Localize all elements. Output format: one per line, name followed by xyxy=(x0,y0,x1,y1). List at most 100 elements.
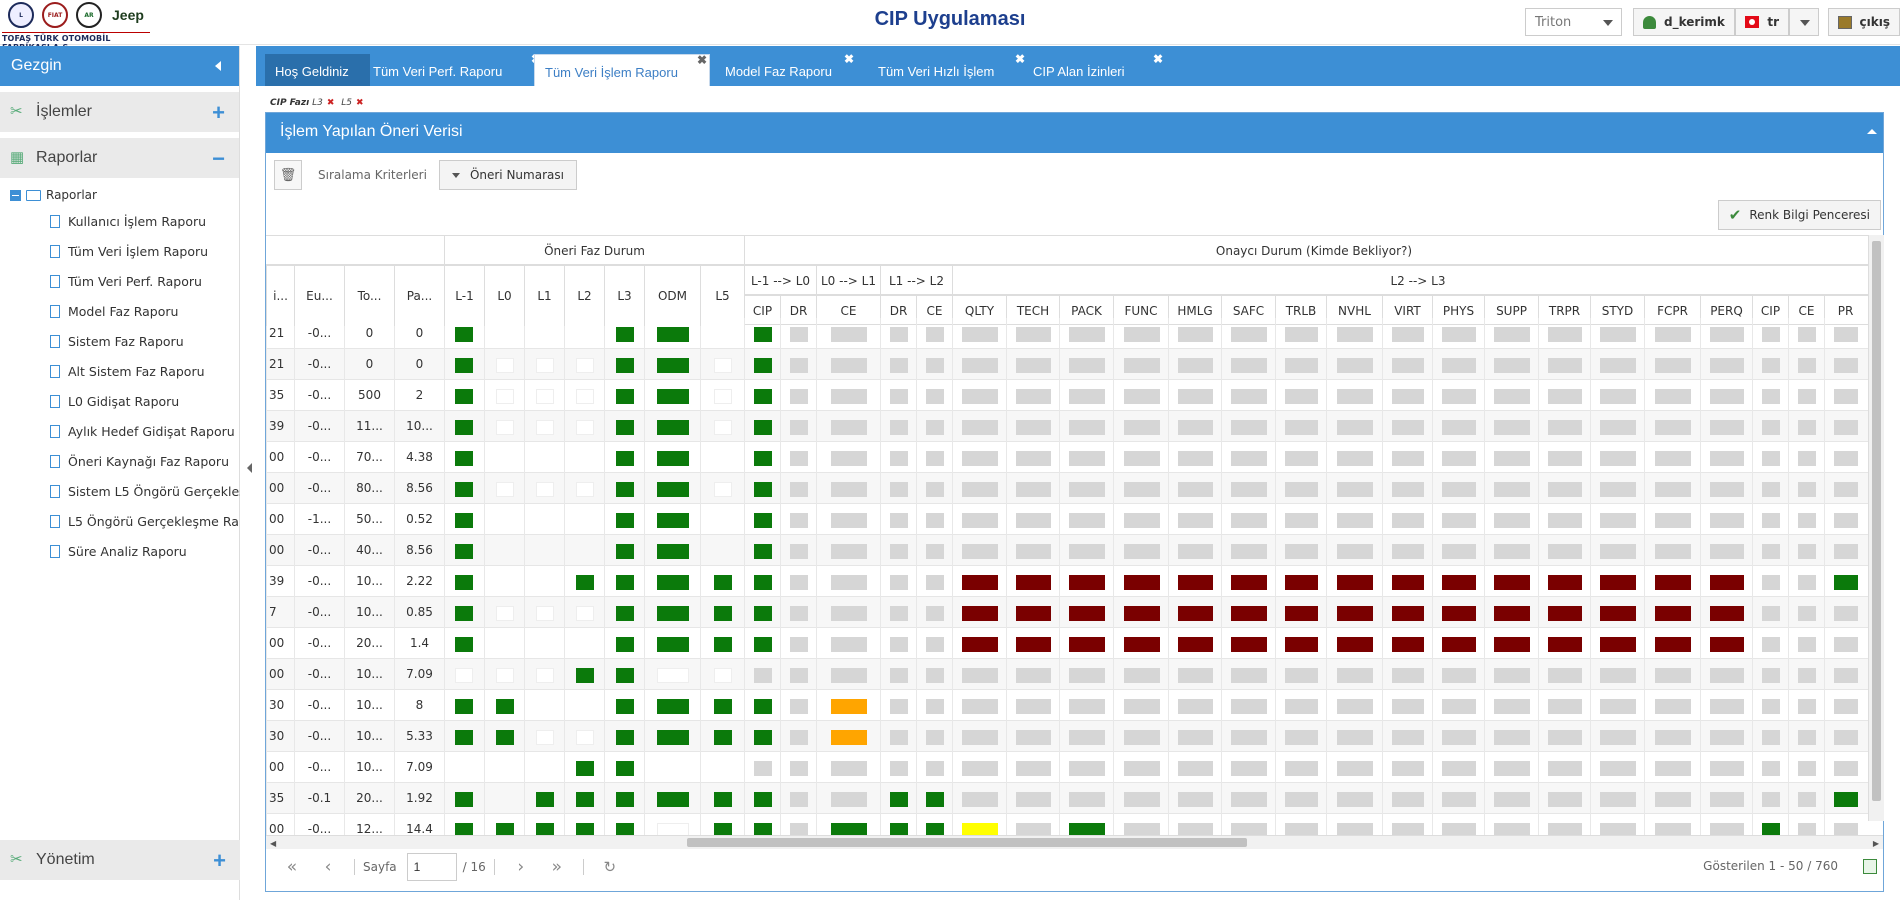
close-icon[interactable]: ✖ xyxy=(1152,52,1163,66)
column-header[interactable]: CE xyxy=(916,296,952,326)
language-dropdown-toggle[interactable] xyxy=(1789,8,1819,36)
column-header[interactable]: CE xyxy=(1788,296,1824,326)
trash-icon[interactable]: 🗑 xyxy=(274,160,302,190)
tab-4[interactable]: Tüm Veri Hızlı İşlem ✖ xyxy=(868,52,1025,86)
column-header[interactable]: HMLG xyxy=(1168,296,1221,326)
column-header[interactable]: Pa... xyxy=(394,266,444,326)
table-row[interactable]: 00 -0... 80... 8.56 xyxy=(266,473,1883,504)
column-header[interactable]: NVHL xyxy=(1326,296,1382,326)
column-header[interactable]: PERQ xyxy=(1700,296,1752,326)
column-header[interactable]: SUPP xyxy=(1484,296,1538,326)
column-header[interactable]: VIRT xyxy=(1382,296,1432,326)
accordion-yonetim[interactable]: ✂ Yönetim + xyxy=(0,840,240,880)
column-header[interactable]: Eu... xyxy=(294,266,344,326)
table-row[interactable]: 21 -0... 0 0 xyxy=(266,349,1883,380)
table-row[interactable]: 00 -0... 10... 7.09 xyxy=(266,752,1883,783)
color-info-button[interactable]: ✔ Renk Bilgi Penceresi xyxy=(1717,200,1881,230)
user-button[interactable]: d_kerimk xyxy=(1633,8,1735,36)
remove-filter-icon[interactable]: ✖ xyxy=(326,98,335,108)
column-header[interactable]: STYD xyxy=(1590,296,1644,326)
last-page-icon[interactable]: » xyxy=(551,857,562,877)
column-header[interactable]: CE xyxy=(816,296,880,326)
collapse-panel-icon[interactable] xyxy=(1867,129,1877,134)
column-header[interactable]: SAFC xyxy=(1221,296,1275,326)
close-icon[interactable]: ✖ xyxy=(696,53,707,67)
sidebar-item-report[interactable]: L0 Gidişat Raporu xyxy=(10,386,240,416)
column-header[interactable]: TECH xyxy=(1006,296,1059,326)
column-header[interactable]: L5 xyxy=(700,266,744,326)
sidebar-item-report[interactable]: Süre Analiz Raporu xyxy=(10,536,240,566)
column-header[interactable]: L0 xyxy=(484,266,524,326)
column-header[interactable]: L2 xyxy=(564,266,604,326)
sidebar-splitter-handle[interactable] xyxy=(247,463,252,473)
accordion-raporlar[interactable]: ▦ Raporlar − xyxy=(0,138,239,178)
close-icon[interactable]: ✖ xyxy=(1014,52,1025,66)
tab-2[interactable]: Tüm Veri İşlem Raporu ✖ xyxy=(534,53,710,86)
column-header[interactable]: To... xyxy=(344,266,394,326)
column-header[interactable]: PHYS xyxy=(1432,296,1484,326)
column-header[interactable]: PR xyxy=(1824,296,1866,326)
column-header[interactable]: ODM xyxy=(644,266,700,326)
tree-root[interactable]: Raporlar xyxy=(10,184,239,206)
first-page-icon[interactable]: « xyxy=(286,857,298,877)
column-header[interactable]: FCPR xyxy=(1644,296,1700,326)
prev-page-icon[interactable]: ‹ xyxy=(324,857,332,877)
refresh-icon[interactable]: ↻ xyxy=(603,858,617,876)
horizontal-scrollbar[interactable]: ◀ ▶ xyxy=(266,835,1883,849)
tree-collapse-icon[interactable] xyxy=(10,189,21,201)
close-icon[interactable]: ✖ xyxy=(843,52,854,66)
sort-field-button[interactable]: Öneri Numarası xyxy=(438,160,577,190)
sidebar-item-report[interactable]: Sistem L5 Öngörü Gerçekleşme xyxy=(10,476,240,506)
next-page-icon[interactable]: › xyxy=(517,857,525,877)
platform-select[interactable]: Triton xyxy=(1525,8,1622,36)
table-row[interactable]: 35 -0... 500 2 xyxy=(266,380,1883,411)
table-row[interactable]: 00 -0... 20... 1.4 xyxy=(266,628,1883,659)
sidebar-item-report[interactable]: Sistem Faz Raporu xyxy=(10,326,240,356)
table-row[interactable]: 7 -0... 10... 0.85 xyxy=(266,597,1883,628)
excel-export-icon[interactable] xyxy=(1863,859,1877,874)
table-row[interactable]: 39 -0... 10... 2.22 xyxy=(266,566,1883,597)
table-row[interactable]: 00 -1... 50... 0.52 xyxy=(266,504,1883,535)
table-row[interactable]: 00 -0... 12... 14.4 xyxy=(266,814,1883,835)
exit-button[interactable]: çıkış xyxy=(1828,8,1900,36)
sidebar-item-report[interactable]: Model Faz Raporu xyxy=(10,296,240,326)
sidebar-item-report[interactable]: Kullanıcı İşlem Raporu xyxy=(10,206,240,236)
sidebar-item-report[interactable]: Aylık Hedef Gidişat Raporu xyxy=(10,416,240,446)
tab-3[interactable]: Model Faz Raporu ✖ xyxy=(715,52,854,86)
column-header[interactable]: L-1 xyxy=(444,266,484,326)
language-button[interactable]: tr xyxy=(1735,8,1789,36)
vertical-scrollbar[interactable] xyxy=(1868,235,1884,821)
column-header[interactable]: FUNC xyxy=(1113,296,1168,326)
column-header[interactable]: TRPR xyxy=(1538,296,1590,326)
scroll-right-icon[interactable]: ▶ xyxy=(1872,839,1879,848)
tab-1[interactable]: Tüm Veri Perf. Raporu✖ xyxy=(363,52,541,86)
column-header[interactable]: DR xyxy=(780,296,816,326)
tab-5[interactable]: CIP Alan İzinleri ✖ xyxy=(1023,52,1163,86)
sidebar-item-report[interactable]: Tüm Veri İşlem Raporu xyxy=(10,236,240,266)
sidebar-item-report[interactable]: L5 Öngörü Gerçekleşme Rap xyxy=(10,506,240,536)
table-row[interactable]: 00 -0... 10... 7.09 xyxy=(266,659,1883,690)
table-row[interactable]: 00 -0... 40... 8.56 xyxy=(266,535,1883,566)
sidebar-item-report[interactable]: Öneri Kaynağı Faz Raporu xyxy=(10,446,240,476)
column-header[interactable]: QLTY xyxy=(952,296,1006,326)
column-header[interactable]: L3 xyxy=(604,266,644,326)
collapse-sidebar-icon[interactable] xyxy=(215,61,221,71)
sidebar-item-report[interactable]: Tüm Veri Perf. Raporu xyxy=(10,266,240,296)
column-header[interactable]: L1 xyxy=(524,266,564,326)
column-header[interactable]: DR xyxy=(880,296,916,326)
sidebar-item-report[interactable]: Alt Sistem Faz Raporu xyxy=(10,356,240,386)
accordion-islemler[interactable]: ✂ İşlemler + xyxy=(0,92,239,132)
column-header[interactable]: TRLB xyxy=(1275,296,1326,326)
tab-0[interactable]: Hoş Geldiniz xyxy=(265,54,370,86)
vertical-scroll-thumb[interactable] xyxy=(1872,241,1881,801)
remove-filter-icon[interactable]: ✖ xyxy=(356,98,364,108)
table-row[interactable]: 00 -0... 70... 4.38 xyxy=(266,442,1883,473)
table-row[interactable]: 30 -0... 10... 5.33 xyxy=(266,721,1883,752)
column-header[interactable]: PACK xyxy=(1059,296,1113,326)
horizontal-scroll-thumb[interactable] xyxy=(687,838,1247,847)
table-row[interactable]: 35 -0.1 20... 1.92 xyxy=(266,783,1883,814)
column-header[interactable]: CIP xyxy=(1752,296,1788,326)
table-row[interactable]: 30 -0... 10... 8 xyxy=(266,690,1883,721)
table-row[interactable]: 39 -0... 11... 10... xyxy=(266,411,1883,442)
column-header[interactable]: i... xyxy=(266,266,294,326)
